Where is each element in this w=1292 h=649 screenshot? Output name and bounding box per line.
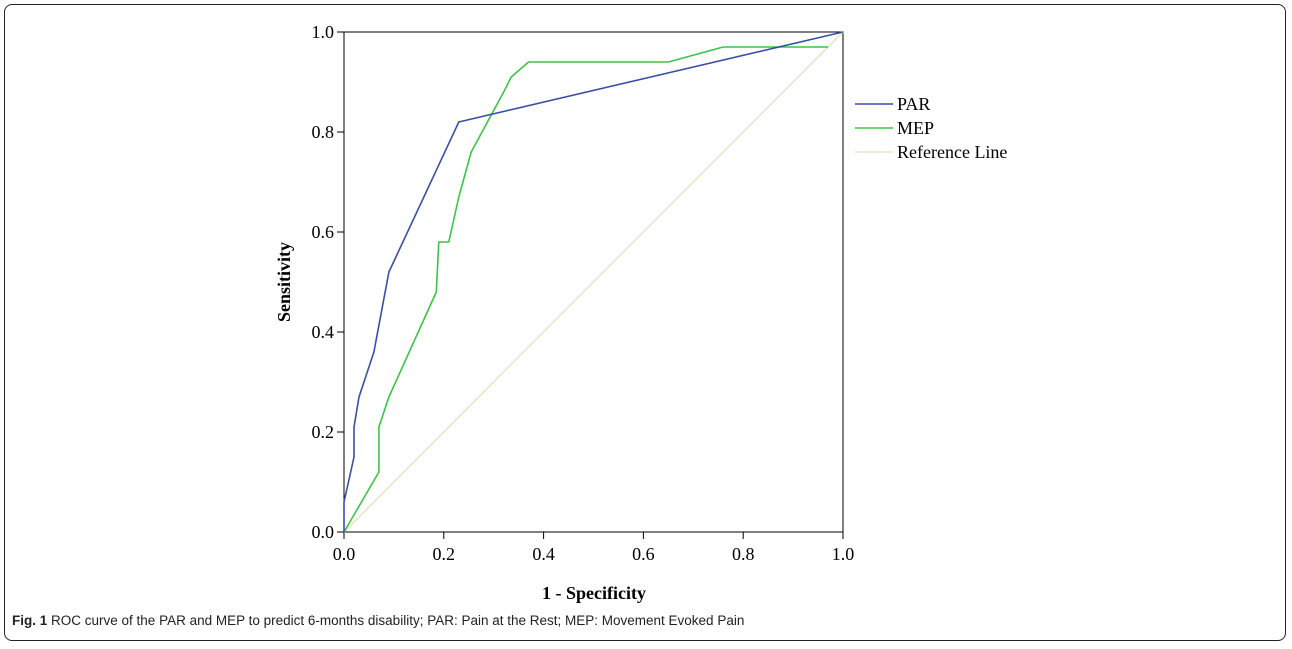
series-line-par [343, 31, 844, 532]
x-tick-label: 0.4 [532, 544, 555, 564]
figure-frame [4, 4, 1286, 641]
caption-text: ROC curve of the PAR and MEP to predict … [51, 613, 745, 628]
series-line-reference-line [343, 31, 844, 533]
y-tick-label: 0.4 [312, 322, 335, 342]
legend-label-reference-line: Reference Line [897, 142, 1007, 162]
y-axis-title: Sensitivity [274, 242, 294, 322]
figure-caption: Fig. 1 ROC curve of the PAR and MEP to p… [12, 613, 1272, 628]
legend-label-par: PAR [897, 94, 930, 114]
legend-label-mep: MEP [897, 118, 934, 138]
series-line-mep [343, 46, 828, 533]
caption-label: Fig. 1 [12, 613, 48, 628]
y-tick-label: 0.0 [312, 522, 335, 542]
y-tick-label: 0.2 [312, 422, 335, 442]
y-tick-label: 0.6 [312, 222, 335, 242]
x-tick-label: 0.6 [632, 544, 655, 564]
legend: PAR MEP Reference Line [855, 94, 1007, 162]
y-tick-label: 1.0 [312, 22, 335, 42]
x-tick-label: 0.0 [333, 544, 356, 564]
x-axis-title: 1 - Specificity [542, 583, 646, 603]
y-tick-label: 0.8 [312, 122, 335, 142]
x-tick-label: 1.0 [832, 544, 855, 564]
x-tick-label: 0.2 [433, 544, 456, 564]
x-tick-label: 0.8 [732, 544, 755, 564]
plot-frame [343, 31, 844, 533]
